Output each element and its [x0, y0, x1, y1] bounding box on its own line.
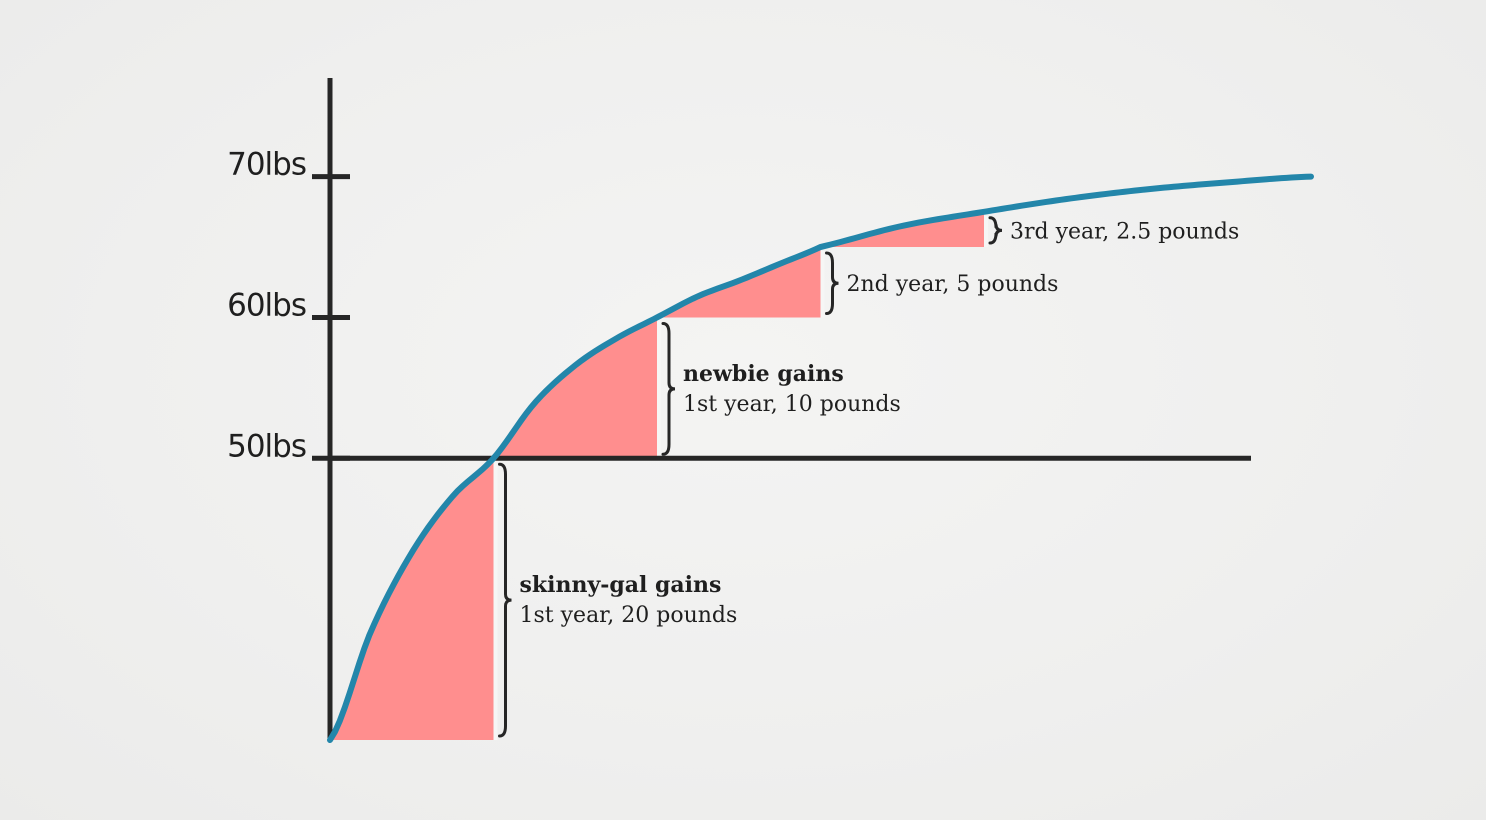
gain-area-2 [493, 317, 657, 459]
annotation-brace-2 [661, 321, 676, 456]
growth-curve [327, 173, 1314, 743]
annotation-text-3: 2nd year, 5 pounds [847, 272, 1059, 297]
y-tick-label-60: 60lbs [227, 287, 306, 323]
annotation-brace-4 [988, 216, 1003, 245]
annotation-title-2: newbie gains [683, 361, 844, 387]
annotation-brace-1 [498, 462, 512, 738]
gain-area-1 [330, 458, 494, 740]
annotation-text-4: 3rd year, 2.5 pounds [1010, 219, 1239, 244]
annotation-text-1: 1st year, 20 pounds [520, 603, 738, 628]
annotation-brace-3 [825, 251, 839, 315]
y-tick-label-70: 70lbs [227, 147, 306, 183]
annotation-title-1: skinny-gal gains [520, 572, 722, 598]
annotation-text-2: 1st year, 10 pounds [683, 392, 901, 417]
y-tick-label-50: 50lbs [227, 428, 306, 464]
